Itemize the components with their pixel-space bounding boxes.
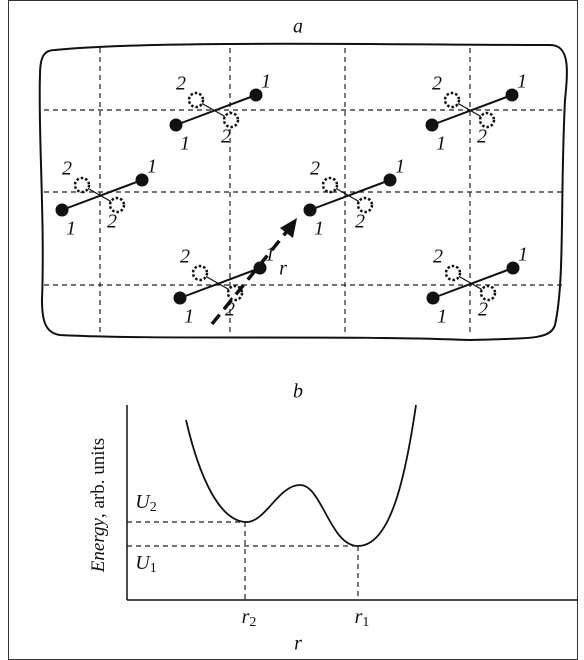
bond [431,94,513,126]
atom-label: 1 [437,306,447,328]
level-base: U [135,552,151,574]
level-label: U2 [135,491,156,516]
molecule: 1 1 2 2 [303,156,405,240]
molecule: 1 1 2 2 [426,244,528,328]
atom [426,291,440,305]
atom-alt [222,111,240,129]
atom [303,203,317,217]
molecule: 1 1 2 2 [425,71,527,155]
atom [506,261,520,275]
position-sub: 1 [362,615,369,630]
atom-alt [479,284,497,302]
atom-label: 1 [314,218,324,240]
position-base: r [355,606,363,628]
atom [55,203,69,217]
potential-curve [185,404,417,547]
atom [135,173,149,187]
position-base: r [242,606,250,628]
atom-alt [443,91,461,109]
panel-b-label: b [293,381,303,403]
position-label: r2 [242,606,257,631]
atom [383,173,397,187]
atom-label: 1 [184,306,194,328]
bond [61,179,143,211]
atom [249,88,263,102]
level-sub: 1 [150,561,157,576]
level-base: U [135,491,151,513]
atom [253,261,267,275]
molecule: 1 1 2 2 [169,71,271,155]
atom-label: 1 [66,218,76,240]
atom-alt [108,196,126,214]
arrow-label: r [279,258,287,280]
atom-alt [191,264,209,282]
atom-label: 2 [355,211,365,233]
atom-alt [73,176,91,194]
atom-label: 1 [180,133,190,155]
atom-label: 1 [395,156,405,178]
atom-label: 1 [436,133,446,155]
atom [505,88,519,102]
axes [126,405,578,601]
bond [179,267,261,299]
level-label: U1 [135,552,156,577]
atom-label: 2 [180,246,190,268]
molecule: 1 1 2 2 [173,244,275,328]
atom-label: 2 [477,126,487,148]
atom-label: 2 [62,158,72,180]
y-axis-label-rest: , arb. units [88,438,109,518]
x-axis-label: r [294,633,302,655]
y-axis-label-italic: Energy [88,517,109,573]
position-sub: 2 [249,615,256,630]
atom-label: 2 [432,73,442,95]
y-axis-label: Energy, arb. units [88,438,109,573]
atom-label: 2 [221,126,231,148]
atom-alt [321,176,339,194]
atom-label: 2 [176,73,186,95]
atom-label: 2 [433,246,443,268]
atom-label: 1 [261,71,271,93]
guide-lines [127,521,359,600]
level-sub: 2 [150,500,157,515]
atom-alt [444,264,462,282]
bond [309,179,391,211]
atom-label: 2 [225,299,235,321]
position-label: r1 [355,606,370,631]
atom-label: 1 [147,156,157,178]
atom-label: 2 [310,158,320,180]
atom-alt [478,111,496,129]
atom [425,118,439,132]
atom-alt [187,91,205,109]
lattice-grid [44,48,562,336]
crystal-outline [38,42,568,342]
atom [173,291,187,305]
bond [175,94,257,126]
jump-arrow [210,218,297,326]
atom-label: 2 [478,299,488,321]
atom [169,118,183,132]
molecules: 1 1 2 2 1 1 2 2 1 1 2 2 1 1 2 2 1 1 2 2 1 1 2 2 [55,71,528,328]
atom-label: 1 [265,244,275,266]
panel-a-label: a [293,16,303,38]
atom-alt [356,196,374,214]
molecule: 1 1 2 2 [55,156,157,240]
bond [432,267,514,299]
atom-label: 2 [107,211,117,233]
atom-label: 1 [518,244,528,266]
atom-label: 1 [517,71,527,93]
